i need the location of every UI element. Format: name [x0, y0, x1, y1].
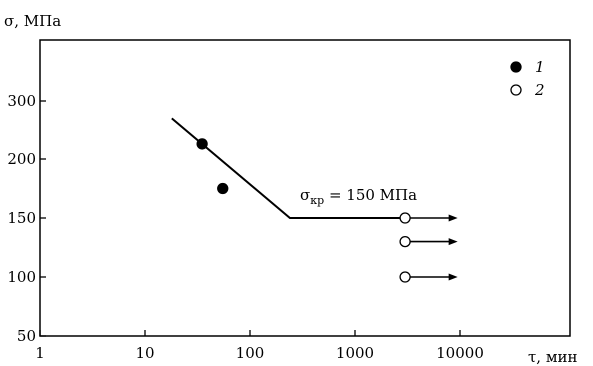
- y-tick-label-100: 100: [7, 268, 36, 286]
- annotation-subscript: кр: [310, 194, 324, 207]
- y-tick-label-200: 200: [7, 150, 36, 168]
- y-tick-label-300: 300: [7, 92, 36, 110]
- data-point-series-2-1: [399, 212, 411, 224]
- trend-line-1: [171, 117, 406, 219]
- data-point-series-2-2: [399, 235, 411, 248]
- x-tick-label-100: 100: [236, 344, 265, 362]
- legend: 1 2: [510, 58, 545, 99]
- runout-arrow-head-1: [448, 214, 458, 222]
- annotation-rest: = 150 МПа: [324, 186, 417, 204]
- plot-frame: [39, 39, 571, 337]
- x-tick-label-10000: 10000: [436, 344, 484, 362]
- lines-layer: [171, 117, 406, 219]
- x-tick-label-1000: 1000: [336, 344, 374, 362]
- runout-arrow-head-3: [448, 273, 458, 281]
- x-tick-label-1: 1: [35, 344, 45, 362]
- data-point-series-1-2: [217, 182, 229, 195]
- data-point-series-2-3: [399, 271, 411, 283]
- points-layer: [196, 138, 458, 283]
- x-axis-label: τ, мин: [528, 348, 578, 366]
- y-tick-label-50: 50: [17, 327, 36, 345]
- y-tick-label-150: 150: [7, 209, 36, 227]
- annotation-sigma: σ: [300, 186, 310, 204]
- ticks-layer: 1 10 100 1000 10000 50 100 150 200 300: [7, 92, 484, 362]
- legend-marker-series-1: [510, 61, 522, 73]
- y-axis-label: σ, МПа: [4, 12, 61, 30]
- legend-marker-series-2: [510, 84, 522, 96]
- runout-arrow-head-2: [448, 238, 458, 246]
- x-tick-label-10: 10: [135, 344, 154, 362]
- annotation-critical-stress: σкр = 150 МПа: [300, 186, 417, 207]
- legend-label-series-1: 1: [535, 58, 545, 76]
- legend-label-series-2: 2: [534, 81, 545, 99]
- data-point-series-1-1: [196, 138, 208, 150]
